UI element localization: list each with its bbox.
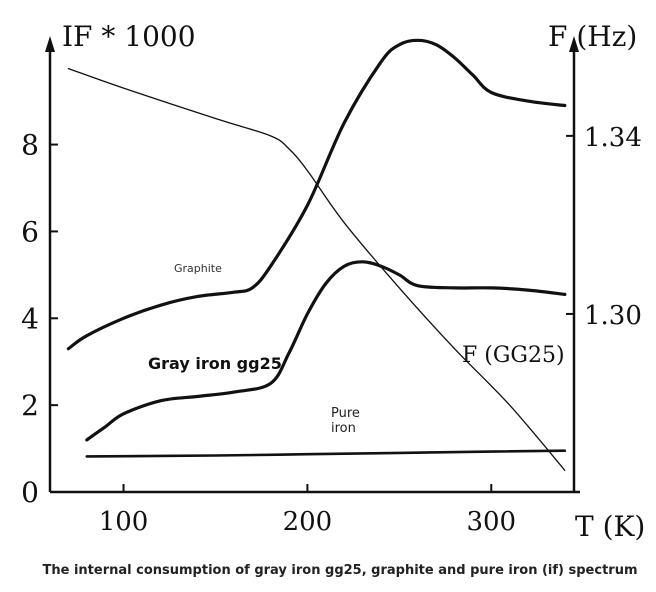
- series-line-gray-iron-gg25: [85, 260, 567, 442]
- series-group: [66, 38, 567, 471]
- y-right-tick-label-1: 1.34: [584, 123, 642, 153]
- y-left-tick-label-6: 6: [21, 215, 39, 248]
- chart-caption: The internal consumption of gray iron gg…: [42, 563, 637, 578]
- annotation-f-gg25: F (GG25): [462, 343, 565, 368]
- annotation-gray-iron: Gray iron gg25: [148, 354, 282, 373]
- y-right-tick-label-0: 1.30: [584, 301, 642, 331]
- x-tick-label-200: 200: [283, 507, 333, 537]
- annotation-pure-iron-1: Pure: [331, 406, 360, 421]
- series-line-f-gg25: [67, 67, 566, 471]
- y-left-axis-label: IF * 1000: [62, 20, 196, 53]
- y-left-tick-label-4: 4: [21, 302, 39, 335]
- series-line-graphite: [66, 38, 567, 351]
- y-left-tick-label-2: 2: [21, 389, 39, 422]
- series-line-pure-iron: [85, 449, 567, 458]
- x-axis-label: T (K): [575, 510, 645, 543]
- y-left-axis-arrow: [45, 36, 55, 52]
- y-left-tick-label-0: 0: [21, 476, 39, 509]
- y-right-axis-label: F (Hz): [548, 20, 637, 53]
- x-tick-label-300: 300: [466, 507, 516, 537]
- annotation-graphite: Graphite: [174, 262, 222, 275]
- y-left-tick-label-8: 8: [21, 129, 39, 162]
- ticks-group: 100 200 300 0 2 4 6 8 1.30 1.34: [21, 123, 642, 537]
- y-right-axis-arrow: [569, 36, 579, 52]
- x-tick-label-100: 100: [99, 507, 149, 537]
- annotation-pure-iron-2: iron: [331, 421, 356, 436]
